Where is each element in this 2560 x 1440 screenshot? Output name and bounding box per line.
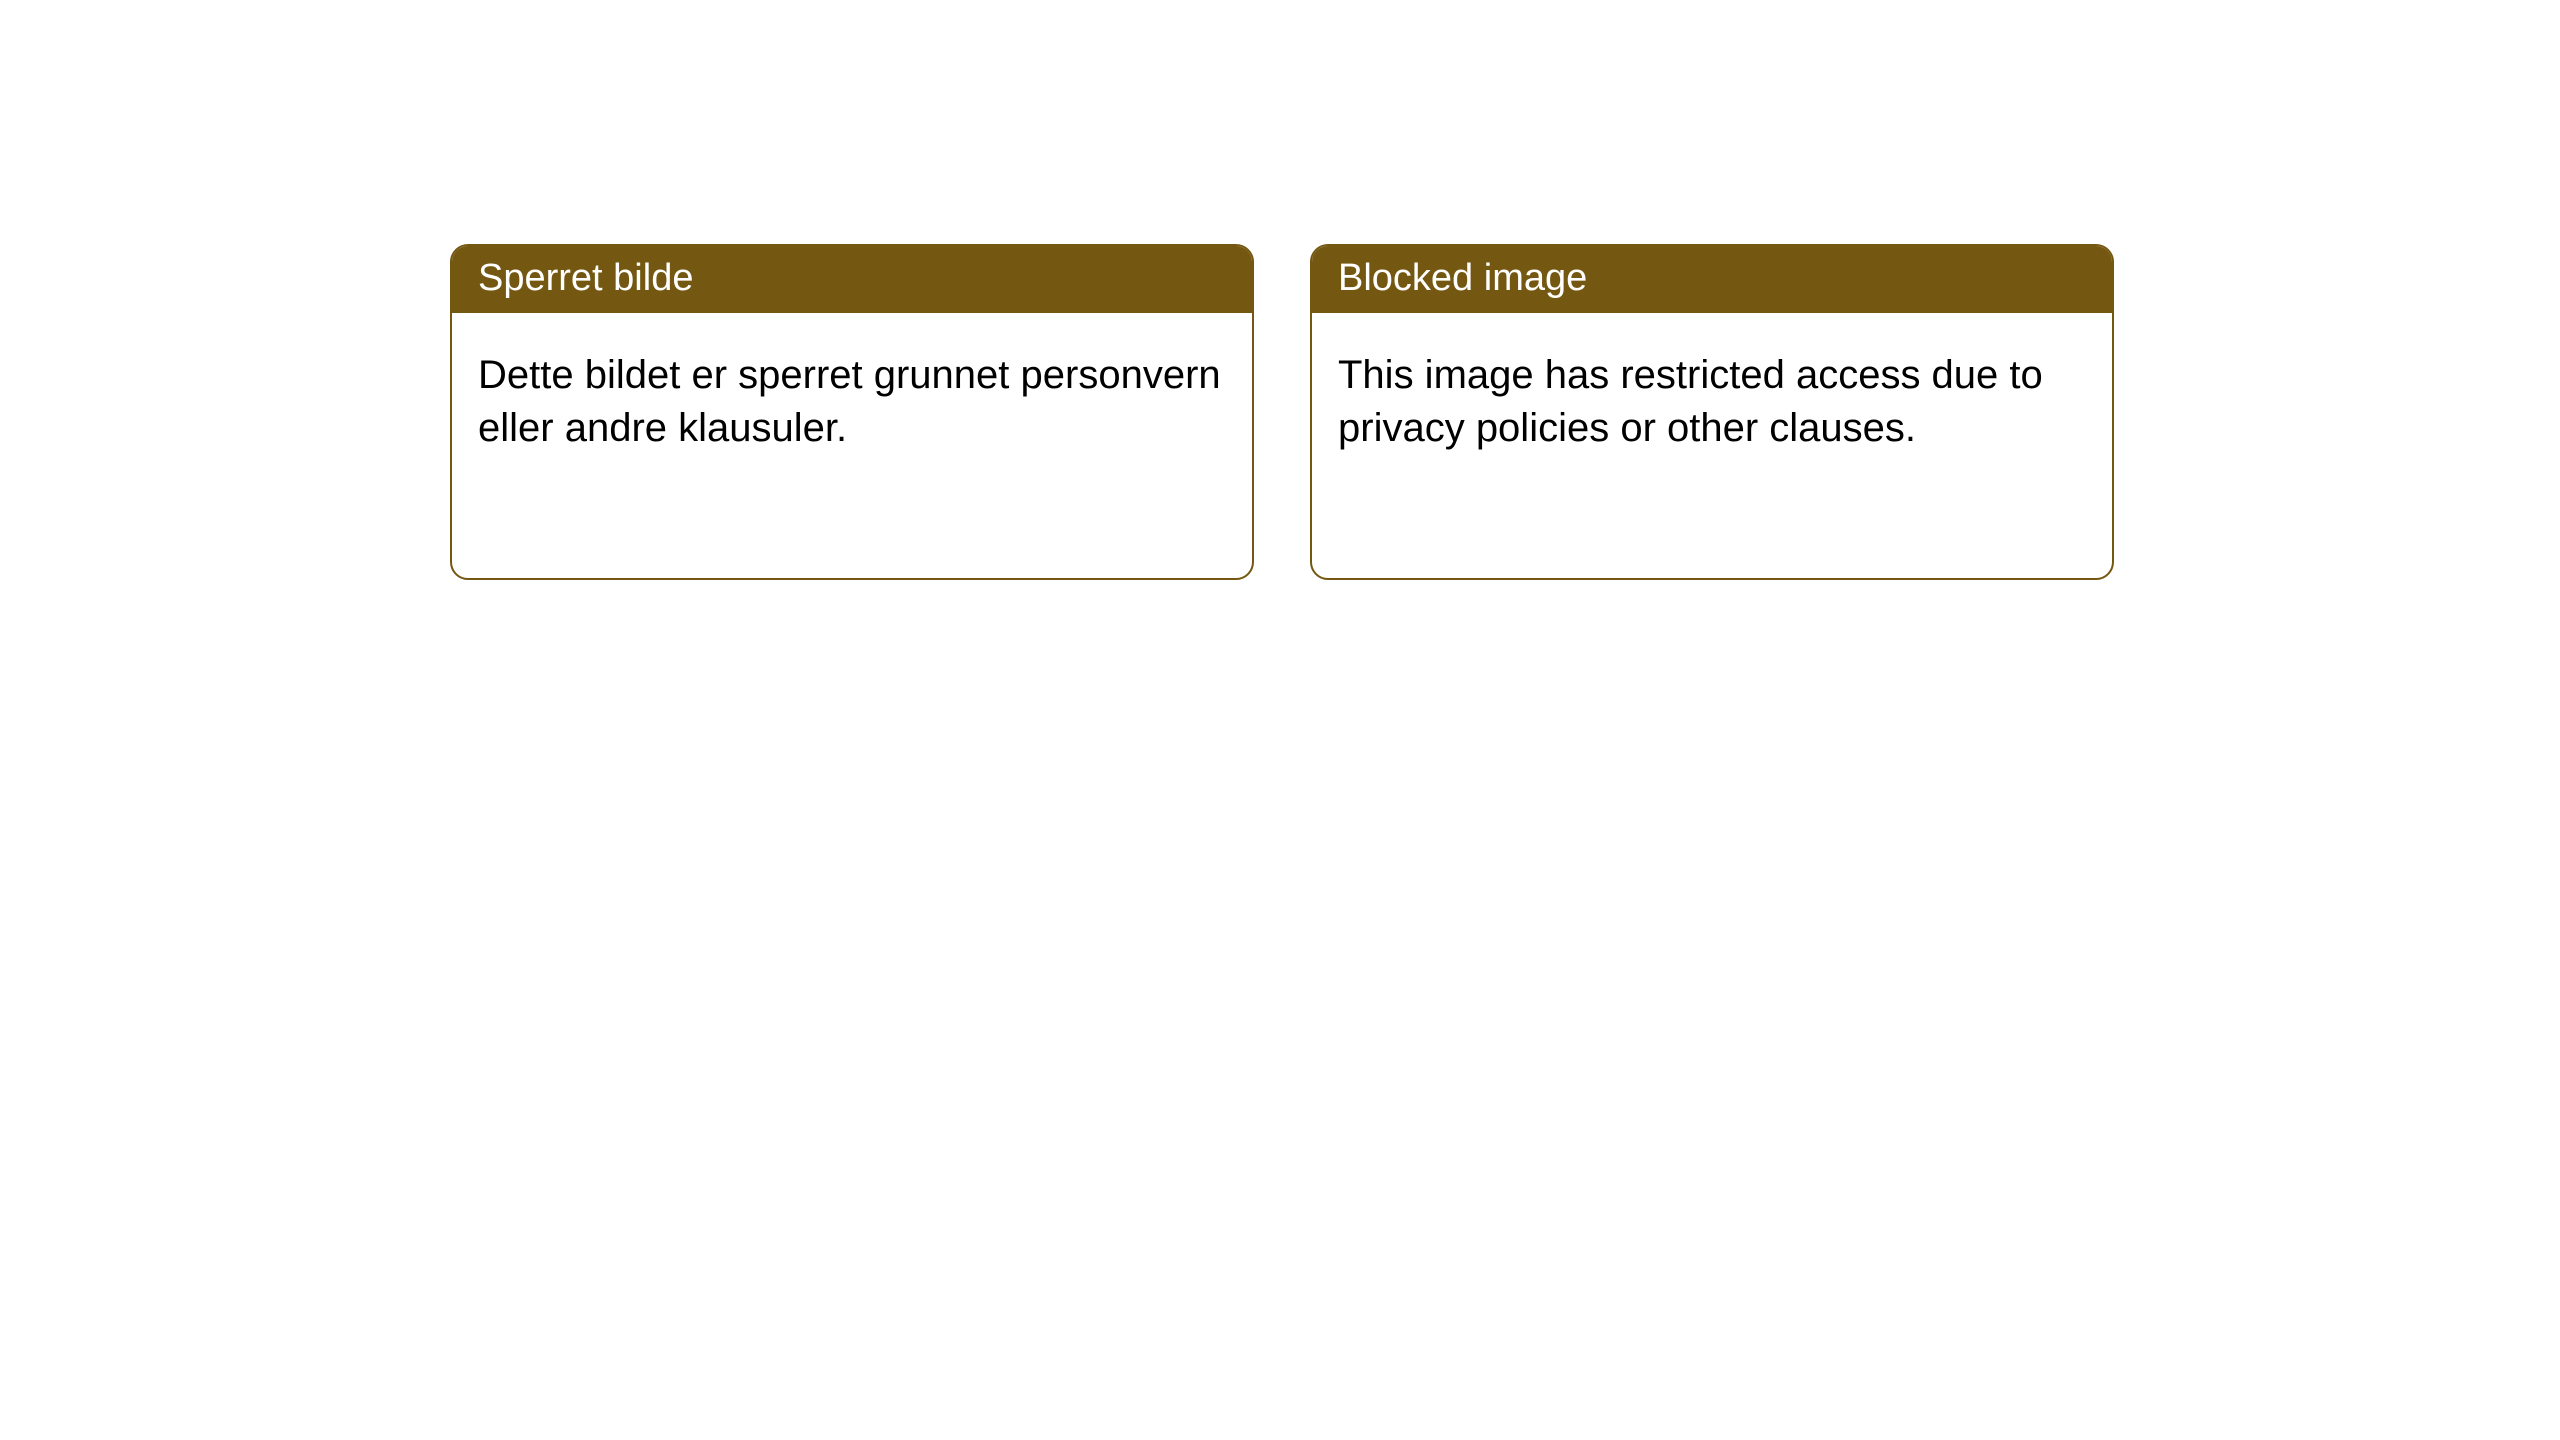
blocked-image-card-english: Blocked image This image has restricted … [1310, 244, 2114, 580]
card-body-text: This image has restricted access due to … [1338, 353, 2043, 450]
card-title: Blocked image [1338, 257, 1587, 299]
card-body: This image has restricted access due to … [1312, 313, 2112, 481]
card-header: Blocked image [1312, 246, 2112, 313]
card-header: Sperret bilde [452, 246, 1252, 313]
card-body: Dette bildet er sperret grunnet personve… [452, 313, 1252, 481]
notice-cards-container: Sperret bilde Dette bildet er sperret gr… [0, 0, 2560, 580]
card-body-text: Dette bildet er sperret grunnet personve… [478, 353, 1221, 450]
card-title: Sperret bilde [478, 257, 693, 299]
blocked-image-card-norwegian: Sperret bilde Dette bildet er sperret gr… [450, 244, 1254, 580]
